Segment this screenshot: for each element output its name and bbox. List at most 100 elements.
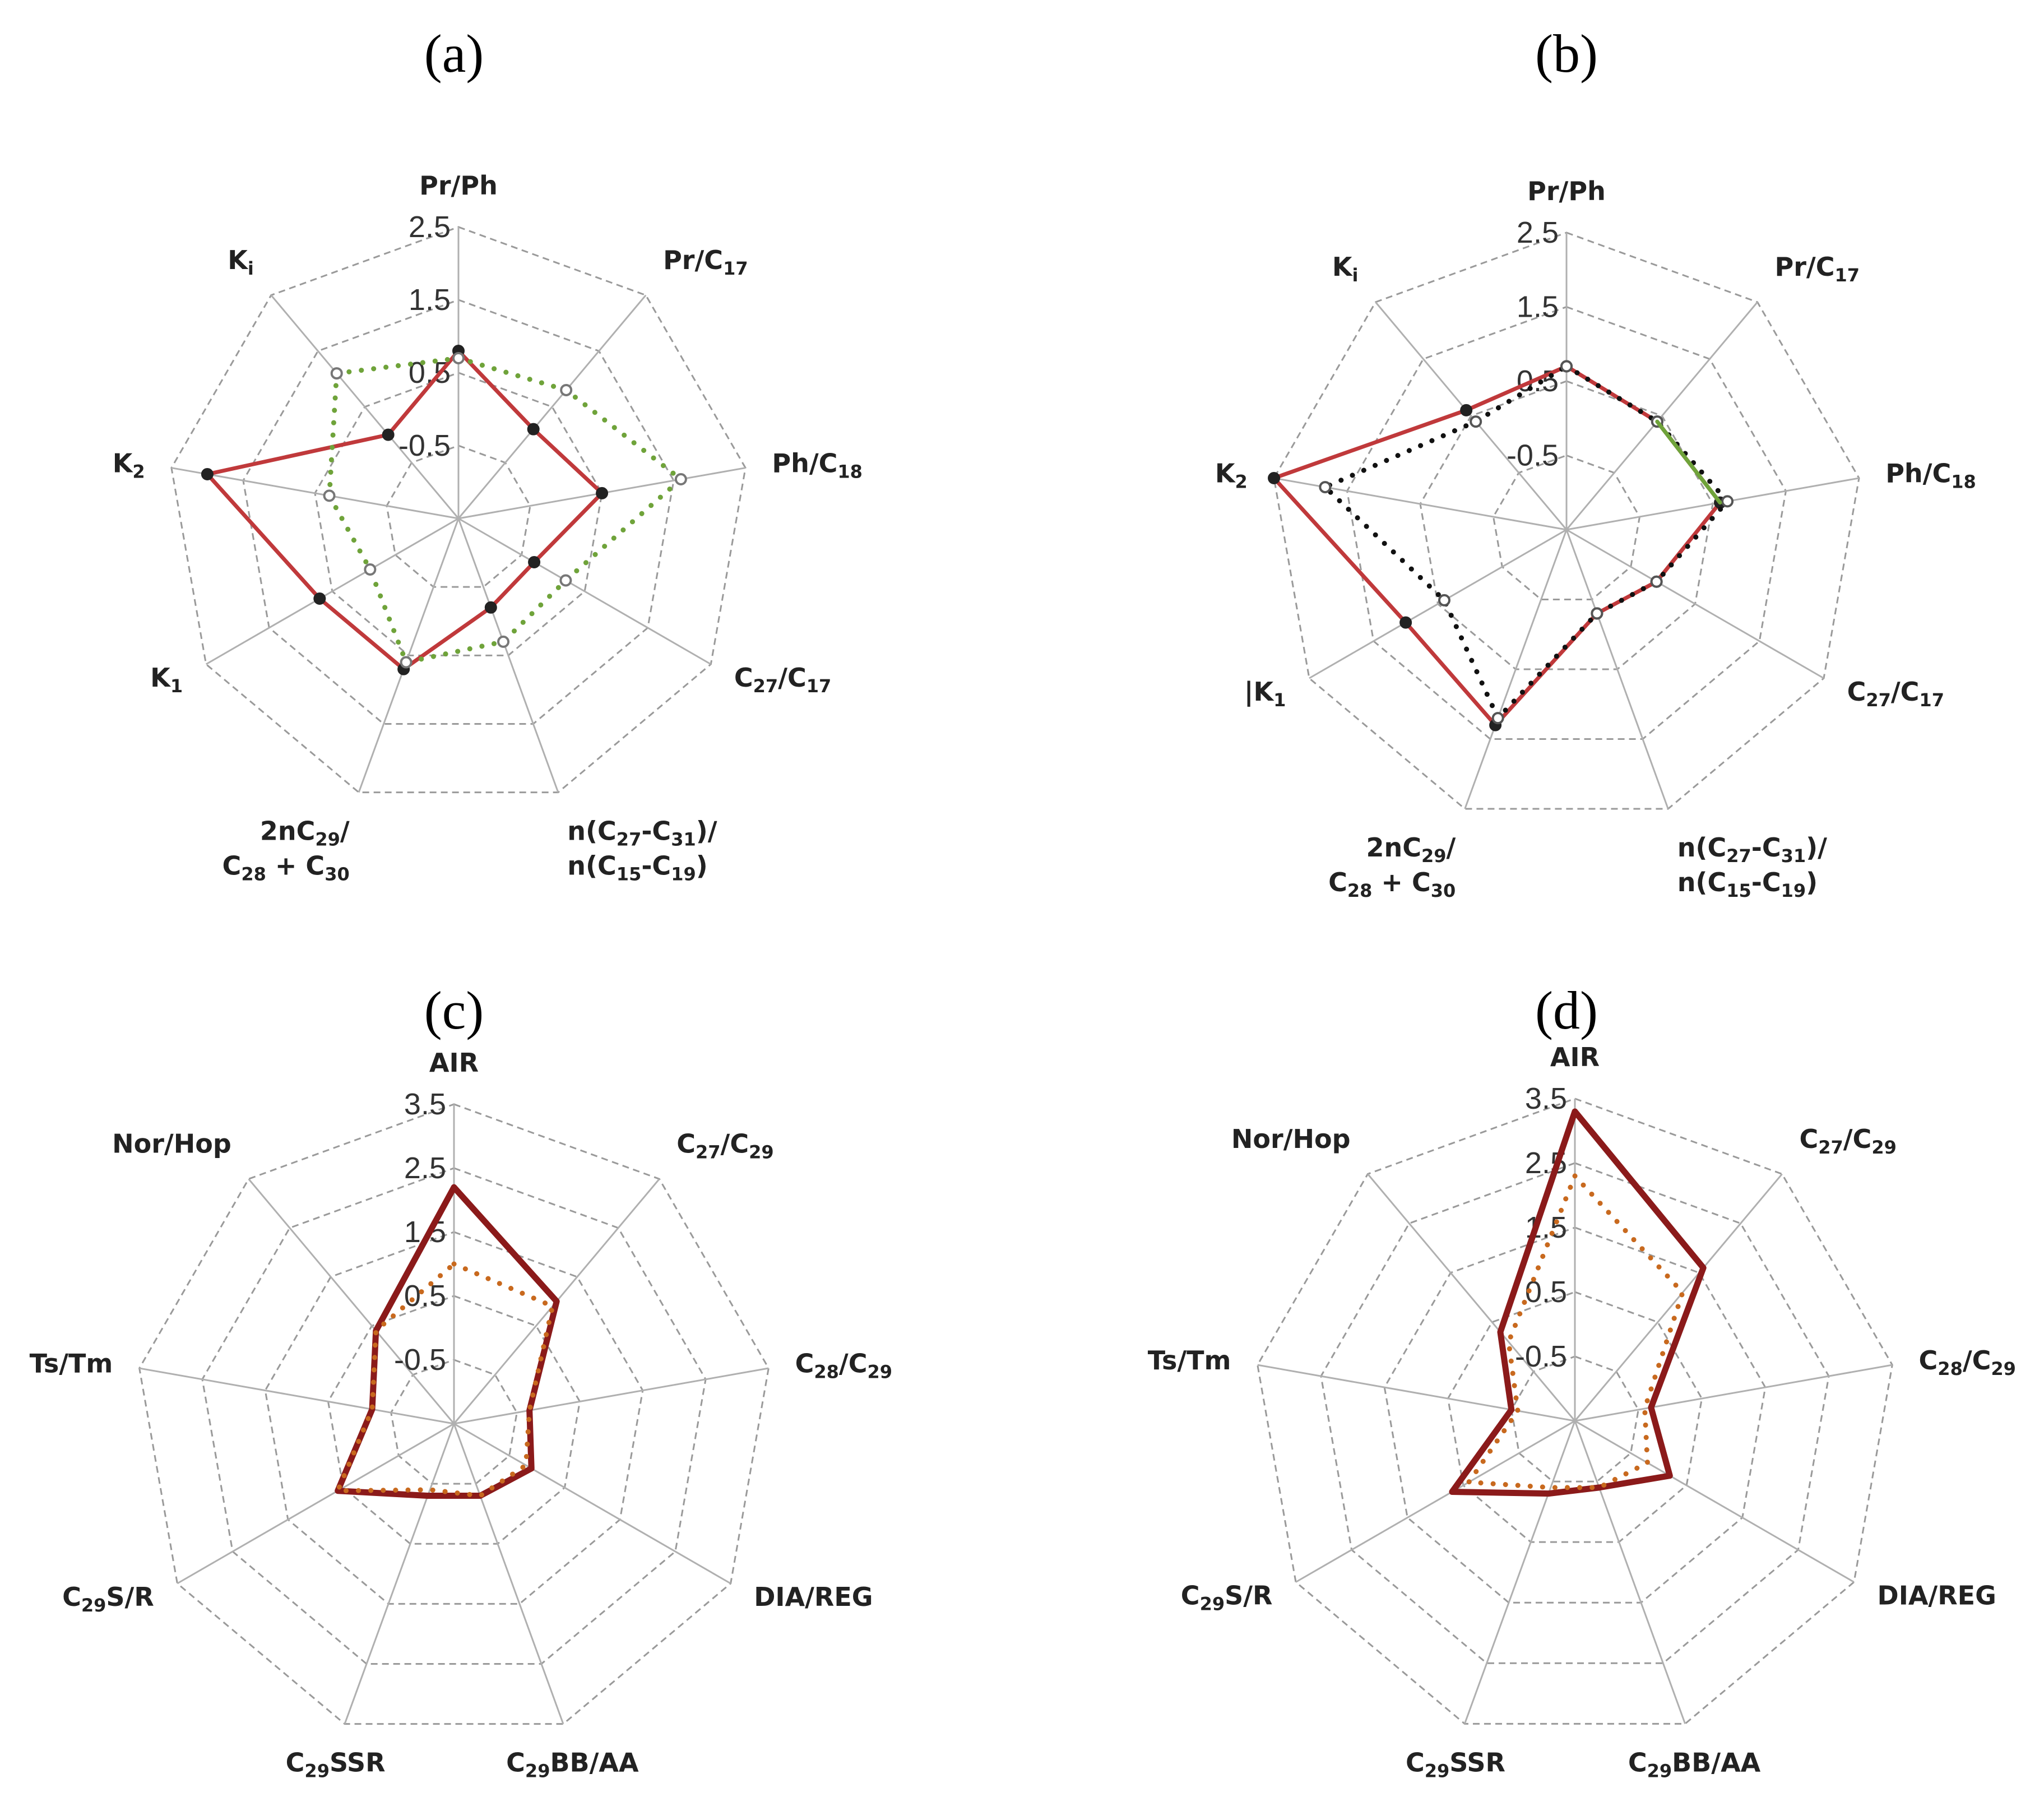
series-line-series-1 <box>1449 1108 1707 1497</box>
tick-label: 2.5 <box>409 210 451 244</box>
spoke-nor-hop <box>1367 1173 1576 1421</box>
axis-label-2nc29-c28-c30: 2nC29/C28 + C30 <box>223 816 350 885</box>
axis-label-n-c27-c31-n-c15-c19: n(C27-C31)/n(C15-C19) <box>567 816 717 885</box>
spoke-c29ssr <box>1463 1420 1576 1724</box>
data-point-series-2-c27-c17 <box>1650 575 1663 588</box>
spoke-dia-reg <box>453 1423 731 1585</box>
tick-label: -0.5 <box>394 1343 446 1377</box>
axis-label-pr-ph: Pr/Ph <box>1527 176 1606 206</box>
spoke-ts-tm <box>139 1367 455 1425</box>
axis-label-dia-reg: DIA/REG <box>1878 1581 1996 1611</box>
axis-label-2nc29-c28-c30: 2nC29/C28 + C30 <box>1328 832 1456 901</box>
spoke-k2 <box>171 467 459 520</box>
grid-ring <box>1383 1226 1767 1604</box>
radar-chart-a: 2.51.50.5-0.5Pr/PhPr/C17Ph/C18C27/C17n(C… <box>113 170 863 885</box>
spoke-ts-tm <box>1257 1364 1575 1422</box>
data-point-series-1-k1 <box>313 592 326 605</box>
radar-chart-c: 3.52.51.50.5-0.5AIRC27/C29C28/C29DIA/REG… <box>30 1048 892 1782</box>
panel-title-b: (b) <box>1535 24 1598 84</box>
tick-label: 2.5 <box>1517 216 1559 249</box>
axis-label-c28-c29: C28/C29 <box>1919 1345 2016 1379</box>
tick-label: 1.5 <box>1517 290 1559 324</box>
axis-label-c27-c29: C27/C29 <box>1799 1124 1896 1158</box>
panel-title-d: (d) <box>1535 980 1598 1040</box>
axis-label-c28-c29: C28/C29 <box>795 1349 892 1383</box>
radar-chart-b: 2.5 1.5 0.5 -0.5 Pr/Ph Pr/C17 Ph/C18 C27/C17 n(C… <box>1215 176 1976 901</box>
tick-label: -0.5 <box>1507 439 1559 473</box>
grid-ring <box>1492 454 1641 601</box>
spoke-n-c27-c31-n-c15-c19 <box>1565 529 1669 809</box>
tick-label: 0.5 <box>1517 364 1559 398</box>
axis-label-pr-ph: Pr/Ph <box>419 170 498 201</box>
axis-label-ph-c18: Ph/C18 <box>772 448 863 482</box>
axis-label-air: AIR <box>1550 1042 1600 1072</box>
data-point-series-1-k2 <box>201 467 214 480</box>
axis-label-pr-c17: Pr/C17 <box>1775 252 1860 286</box>
radar-chart-d: 3.52.51.50.5-0.5AIRC27/C29C28/C29DIA/REG… <box>1148 1042 2016 1781</box>
series-line-series-1 <box>205 349 604 671</box>
axis-label-ts-tm: Ts/Tm <box>30 1349 113 1379</box>
grid-ring <box>1447 1291 1703 1543</box>
tick-label: 3.5 <box>404 1087 446 1121</box>
data-point-series-1-pr-c17 <box>527 423 540 436</box>
data-point-series-2-k1 <box>364 563 377 576</box>
tick-label: -0.5 <box>398 429 451 462</box>
axis-label-nor-hop: Nor/Hop <box>1231 1124 1351 1154</box>
data-point-series-2-2nc29-c28-c30 <box>400 656 413 669</box>
spoke-k2 <box>1273 477 1567 531</box>
spoke-ki <box>1375 302 1568 530</box>
spoke-ph-c18 <box>1566 477 1860 531</box>
data-point-series-2-pr-c17 <box>560 383 573 396</box>
axis-label-k1: K1 <box>150 663 183 697</box>
axis-label-ki: Ki <box>228 245 254 279</box>
grid-ring <box>138 1103 770 1725</box>
spoke-c27-c17 <box>458 517 712 665</box>
grid-ring <box>390 1359 518 1485</box>
data-point-series-2-ph-c18 <box>674 473 687 486</box>
spoke-c27-c29 <box>1574 1173 1783 1421</box>
axis-label-n-c27-c31-n-c15-c19: n(C27-C31)/n(C15-C19) <box>1677 832 1827 901</box>
tick-label: 3.5 <box>1525 1082 1567 1115</box>
panel-title-a: (a) <box>424 24 484 84</box>
spoke-2nc29-c28-c30 <box>1464 529 1568 809</box>
spoke-c29ssr <box>344 1423 455 1725</box>
spoke-pr-c17 <box>1565 302 1758 530</box>
data-point-series-1-n-c27-c31-n-c15-c19 <box>484 601 497 614</box>
data-point-series-2-2nc29-c28-c30 <box>1491 712 1504 725</box>
data-point-series-2-k2 <box>1319 481 1332 494</box>
grid-ring <box>327 1295 581 1545</box>
data-point-series-2-c27-c17 <box>559 574 572 587</box>
series-line-series-2 <box>1322 364 1730 721</box>
spoke-ki <box>270 294 460 519</box>
series-line-series-2 <box>327 355 684 665</box>
series-line-series-3 <box>1655 419 1722 505</box>
grid-ring <box>264 1231 644 1605</box>
axis-label-nor-hop: Nor/Hop <box>112 1129 231 1159</box>
grid-ring <box>242 299 675 725</box>
axis-label-c29bb-aa: C29BB/AA <box>1628 1747 1761 1781</box>
axis-label-k1: |K1 <box>1244 677 1286 711</box>
data-point-series-2-ki <box>330 367 343 380</box>
spoke-pr-c17 <box>457 294 647 519</box>
spoke-c29s-r <box>177 1423 455 1585</box>
axis-label-pr-c17: Pr/C17 <box>663 245 748 279</box>
data-point-series-1-c27-c17 <box>528 556 541 568</box>
grid-ring <box>1257 1097 1893 1725</box>
spoke-c27-c17 <box>1566 529 1824 679</box>
spoke-c29bb-aa <box>453 1423 564 1725</box>
data-point-series-1-k2 <box>1268 471 1281 484</box>
axis-label-c29ssr: C29SSR <box>286 1748 386 1782</box>
panel-title-c: (c) <box>424 980 484 1040</box>
data-point-series-2-n-c27-c31-n-c15-c19 <box>497 635 510 648</box>
spoke-c28-c29 <box>453 1367 769 1425</box>
data-point-series-1-ph-c18 <box>596 487 609 499</box>
series-line-series-2 <box>335 1261 555 1499</box>
data-point-series-2-n-c27-c31-n-c15-c19 <box>1591 607 1603 620</box>
data-point-series-1-ki <box>382 428 395 441</box>
axis-label-ki: Ki <box>1332 252 1359 286</box>
spoke-c28-c29 <box>1574 1364 1893 1422</box>
tick-label: 1.5 <box>409 283 451 317</box>
grid-ring <box>386 444 531 588</box>
grid-ring <box>314 372 603 656</box>
grid-ring <box>1320 1162 1830 1664</box>
